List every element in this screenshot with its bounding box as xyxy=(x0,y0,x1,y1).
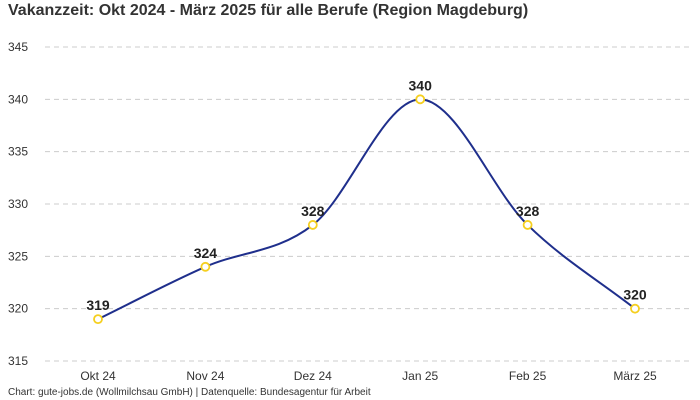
y-tick-label: 330 xyxy=(8,197,28,211)
x-tick-label: Feb 25 xyxy=(509,369,547,383)
data-labels: 319 324 328 340 328 320 xyxy=(86,77,647,313)
data-label: 324 xyxy=(194,245,218,261)
y-tick-label: 340 xyxy=(8,92,28,106)
gridlines xyxy=(45,46,692,362)
x-tick-label: März 25 xyxy=(613,369,657,383)
data-label: 319 xyxy=(86,297,110,313)
x-tick-label: Jan 25 xyxy=(402,369,438,383)
y-tick-label: 335 xyxy=(8,145,28,159)
y-tick-label: 325 xyxy=(8,249,28,263)
chart-title: Vakanzzeit: Okt 2024 - März 2025 für all… xyxy=(8,2,529,19)
x-tick-label: Okt 24 xyxy=(80,369,116,383)
data-point xyxy=(307,220,318,230)
data-label: 328 xyxy=(516,203,540,219)
data-point xyxy=(630,303,640,314)
y-tick-label: 345 xyxy=(8,40,28,54)
data-label: 328 xyxy=(301,203,325,219)
x-tick-label: Nov 24 xyxy=(186,369,224,383)
data-label: 320 xyxy=(623,287,647,303)
chart-source: Chart: gute-jobs.de (Wollmilchsau GmbH) … xyxy=(8,387,371,398)
data-label: 340 xyxy=(409,77,433,93)
data-point xyxy=(93,314,103,325)
data-point xyxy=(200,261,211,272)
x-axis-ticks: Okt 24 Nov 24 Dez 24 Jan 25 Feb 25 März 25 xyxy=(80,369,657,383)
series-line xyxy=(97,98,636,321)
x-tick-label: Dez 24 xyxy=(294,369,332,383)
y-axis-ticks: 315 320 325 330 335 340 345 xyxy=(8,40,28,368)
data-point xyxy=(522,220,533,230)
y-tick-label: 315 xyxy=(8,354,28,368)
series-line-group xyxy=(97,98,636,321)
data-point xyxy=(415,94,426,105)
data-points xyxy=(93,94,640,325)
y-tick-label: 320 xyxy=(8,302,28,316)
